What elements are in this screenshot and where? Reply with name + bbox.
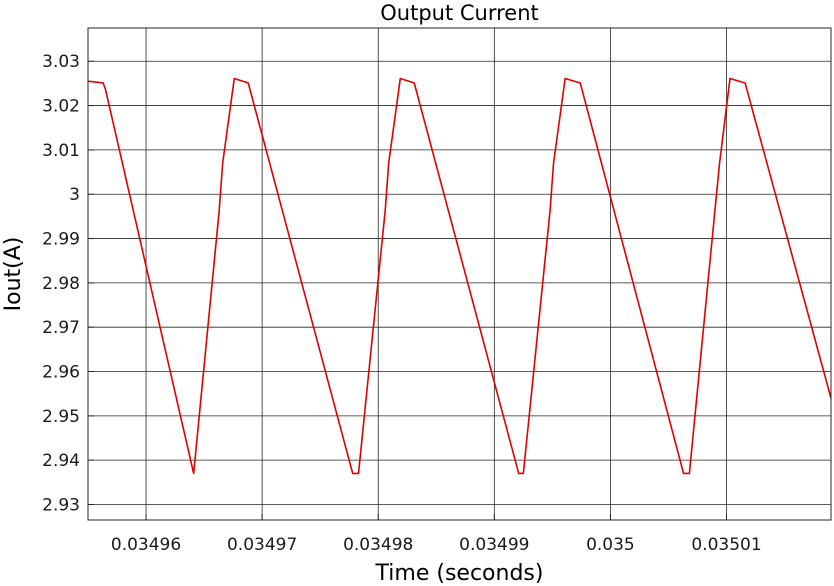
x-tick-label: 0.035 (586, 535, 635, 555)
x-tick-labels: 0.03496 0.03497 0.03498 0.03499 0.035 0.03501 (111, 535, 762, 555)
y-tick-label: 3.03 (42, 52, 80, 72)
y-tick-label: 2.96 (42, 363, 80, 383)
plot-background (88, 28, 831, 520)
x-axis-title: Time (seconds) (375, 561, 544, 586)
chart-title: Output Current (380, 1, 539, 25)
y-tick-label: 3.02 (42, 97, 80, 117)
y-tick-label: 2.95 (42, 407, 80, 427)
y-tick-label: 3.01 (42, 141, 80, 161)
x-tick-label: 0.03496 (111, 535, 181, 555)
x-tick-label: 0.03501 (691, 535, 761, 555)
y-tick-label: 2.98 (42, 274, 80, 294)
x-tick-label: 0.03499 (459, 535, 529, 555)
y-axis-title: Iout(A) (1, 237, 26, 312)
output-current-line (87, 77, 832, 475)
y-tick-label: 3 (69, 185, 80, 205)
y-tick-label: 2.99 (42, 230, 80, 250)
y-tick-label: 2.94 (42, 451, 80, 471)
x-tick-label: 0.03497 (227, 535, 297, 555)
y-tick-labels: 2.93 2.94 2.95 2.96 2.97 2.98 2.99 3 3.01 3.02 3.0… (42, 52, 80, 515)
y-tick-label: 2.93 (42, 495, 80, 515)
plot-frame (87, 27, 832, 521)
y-tick-label: 2.97 (42, 318, 80, 338)
x-tick-label: 0.03498 (343, 535, 413, 555)
